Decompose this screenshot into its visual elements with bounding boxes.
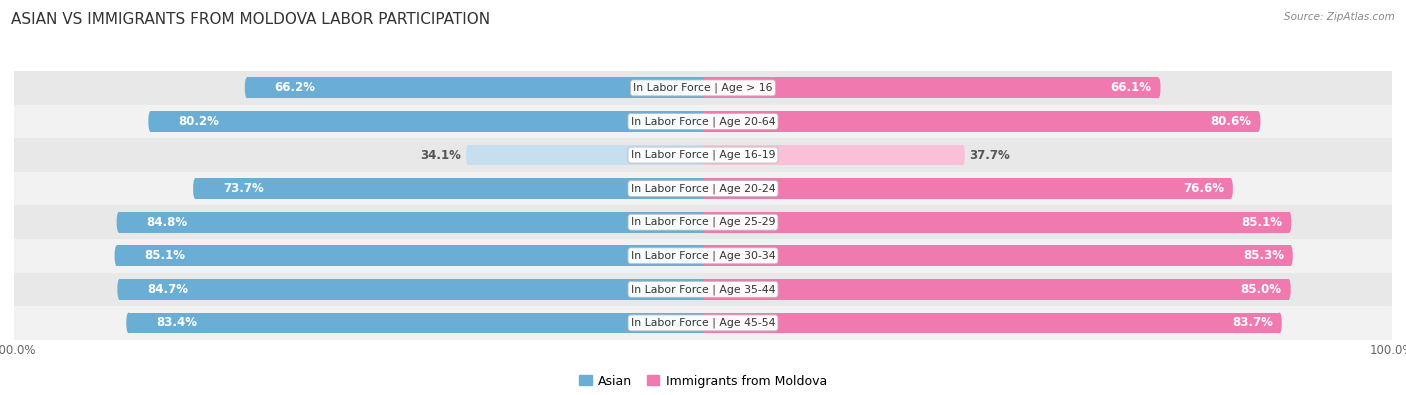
Bar [14,205,1392,239]
Circle shape [11,172,17,205]
Circle shape [1156,77,1160,98]
Bar [703,212,1289,233]
Text: ASIAN VS IMMIGRANTS FROM MOLDOVA LABOR PARTICIPATION: ASIAN VS IMMIGRANTS FROM MOLDOVA LABOR P… [11,12,491,27]
Bar [150,111,703,132]
Circle shape [1389,71,1395,105]
Circle shape [117,212,121,233]
Circle shape [245,77,249,98]
Text: 85.1%: 85.1% [145,249,186,262]
Bar [118,212,703,233]
Circle shape [1256,111,1260,132]
Text: In Labor Force | Age 20-64: In Labor Force | Age 20-64 [631,116,775,127]
Bar [117,245,703,266]
Bar [703,111,1258,132]
Text: 76.6%: 76.6% [1182,182,1223,195]
Circle shape [465,145,470,166]
Text: 80.2%: 80.2% [179,115,219,128]
Text: 66.1%: 66.1% [1111,81,1152,94]
Text: 80.6%: 80.6% [1211,115,1251,128]
Circle shape [11,273,17,306]
Circle shape [1229,178,1233,199]
Circle shape [127,312,131,333]
Circle shape [1389,306,1395,340]
Legend: Asian, Immigrants from Moldova: Asian, Immigrants from Moldova [574,370,832,393]
Bar [14,306,1392,340]
Text: 73.7%: 73.7% [222,182,263,195]
Bar [703,279,1289,300]
Text: Source: ZipAtlas.com: Source: ZipAtlas.com [1284,12,1395,22]
Bar [14,71,1392,105]
Circle shape [193,178,197,199]
Circle shape [114,245,120,266]
Circle shape [1389,273,1395,306]
Text: 85.3%: 85.3% [1243,249,1284,262]
Circle shape [1389,138,1395,172]
Text: In Labor Force | Age > 16: In Labor Force | Age > 16 [633,83,773,93]
Bar [14,239,1392,273]
Text: 83.4%: 83.4% [156,316,197,329]
Text: 83.7%: 83.7% [1232,316,1272,329]
Bar [703,245,1291,266]
Text: In Labor Force | Age 16-19: In Labor Force | Age 16-19 [631,150,775,160]
Text: 66.2%: 66.2% [274,81,315,94]
Text: In Labor Force | Age 30-34: In Labor Force | Age 30-34 [631,250,775,261]
Text: In Labor Force | Age 20-24: In Labor Force | Age 20-24 [631,183,775,194]
Bar [120,279,703,300]
Circle shape [1278,312,1282,333]
Bar [247,77,703,98]
Text: 85.1%: 85.1% [1241,216,1282,229]
Bar [703,312,1279,333]
Circle shape [11,239,17,273]
Bar [703,145,963,166]
Circle shape [1288,245,1292,266]
Circle shape [117,279,121,300]
Circle shape [1286,212,1292,233]
Text: 84.8%: 84.8% [146,216,187,229]
Bar [703,77,1159,98]
Bar [14,273,1392,306]
Text: 85.0%: 85.0% [1240,283,1282,296]
Circle shape [11,71,17,105]
Text: In Labor Force | Age 45-54: In Labor Force | Age 45-54 [631,318,775,328]
Text: In Labor Force | Age 35-44: In Labor Force | Age 35-44 [631,284,775,295]
Circle shape [11,205,17,239]
Circle shape [11,138,17,172]
Bar [14,172,1392,205]
Bar [703,178,1230,199]
Circle shape [1389,172,1395,205]
Circle shape [1286,279,1291,300]
Circle shape [1389,205,1395,239]
Circle shape [1389,239,1395,273]
Circle shape [1389,105,1395,138]
Bar [128,312,703,333]
Text: 37.7%: 37.7% [970,149,1011,162]
Circle shape [149,111,153,132]
Bar [14,138,1392,172]
Text: 84.7%: 84.7% [148,283,188,296]
Circle shape [11,105,17,138]
Bar [14,105,1392,138]
Circle shape [11,306,17,340]
Bar [468,145,703,166]
Circle shape [960,145,965,166]
Text: 34.1%: 34.1% [420,149,461,162]
Text: In Labor Force | Age 25-29: In Labor Force | Age 25-29 [631,217,775,228]
Bar [195,178,703,199]
